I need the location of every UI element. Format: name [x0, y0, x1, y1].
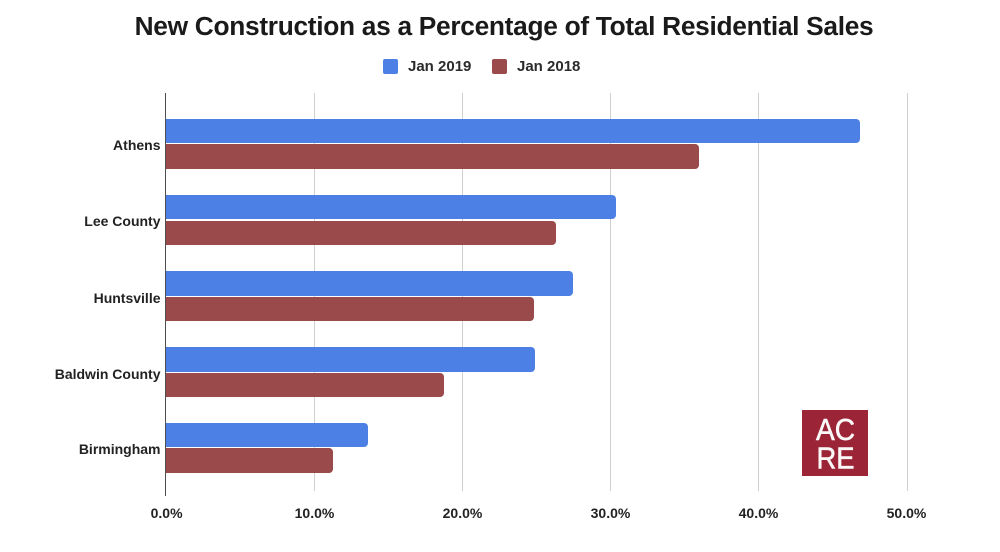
svg-text:AC: AC — [816, 414, 855, 447]
svg-text:RE: RE — [817, 443, 855, 476]
